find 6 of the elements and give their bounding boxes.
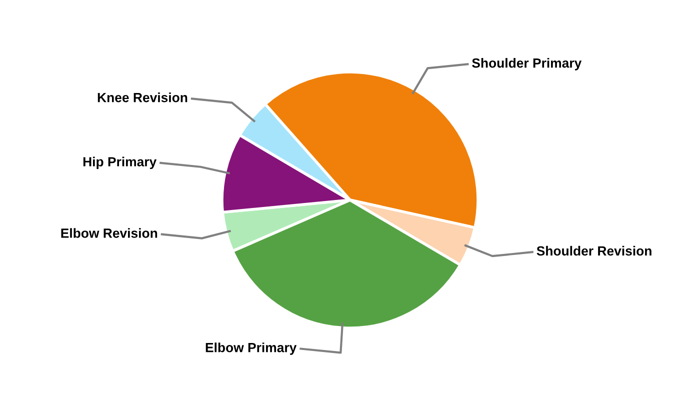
slice-label: Shoulder Revision [536, 246, 652, 256]
slice-label: Elbow Revision [61, 228, 158, 238]
slice-label: Elbow Primary [206, 342, 297, 355]
slice-label: Knee Revision [98, 92, 188, 102]
slice-label: Hip Primary [83, 156, 157, 170]
slice-label: Shoulder Primary [472, 58, 582, 70]
